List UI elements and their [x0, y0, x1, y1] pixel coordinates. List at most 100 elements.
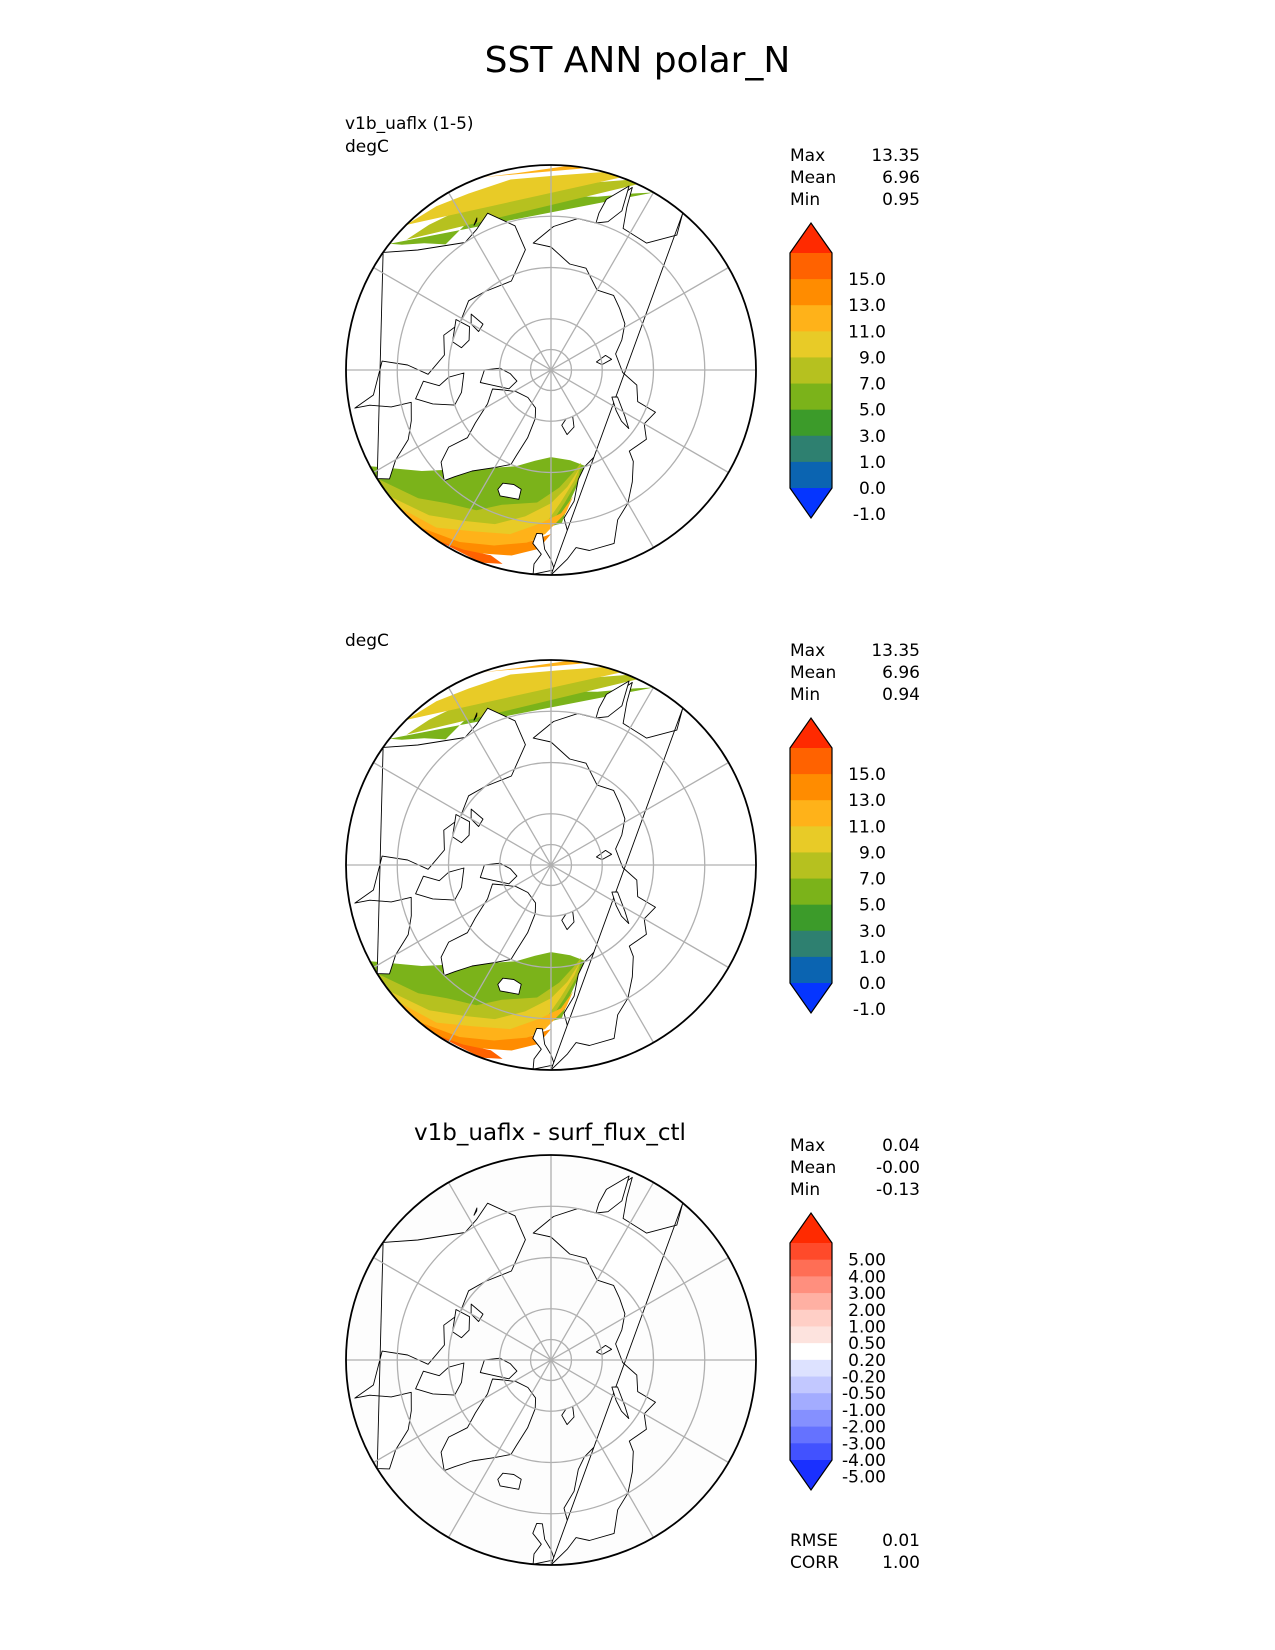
sst-contour-region: [436, 540, 503, 564]
colorbar-bin: [790, 1259, 832, 1277]
colorbar-bin: [790, 1293, 832, 1311]
colorbar-tick-label: 13.0: [848, 296, 886, 316]
colorbar-bin: [790, 930, 832, 958]
panel2-colorbar: 15.0 13.0 11.0 9.0 7.0 5.0 3.0 1.0 0.0 -1.0: [789, 716, 886, 1020]
colorbar-extend-top: [790, 1213, 832, 1243]
colorbar-tick-label: 4.00: [848, 1267, 886, 1287]
panel3-min: -0.13: [876, 1180, 920, 1200]
colorbar-bin: [790, 409, 832, 437]
colorbar-bin: [790, 1243, 832, 1261]
colorbar-bin: [790, 904, 832, 932]
colorbar-bin: [790, 956, 832, 984]
colorbar-bin: [790, 800, 832, 827]
panel2-stats: Max 13.35 Mean 6.96 Min 0.94: [790, 641, 920, 705]
colorbar-tick-label: 13.0: [848, 791, 886, 811]
panel2-map: [345, 659, 757, 1071]
colorbar-tick-label: 9.0: [859, 843, 886, 863]
colorbar-tick-label: -4.00: [842, 1451, 886, 1471]
coastline-novaya: [611, 891, 630, 925]
colorbar-tick-label: 1.0: [859, 453, 886, 473]
colorbar-tick-label: 0.0: [859, 974, 886, 994]
sst-contour-region: [389, 192, 654, 245]
map-boundary: [345, 1154, 757, 1566]
colorbar-tick-label: 3.0: [859, 427, 886, 447]
map-boundary: [345, 164, 757, 576]
panel2-min: 0.94: [882, 685, 920, 705]
colorbar-bin: [790, 331, 832, 358]
colorbar-tick-label: -2.00: [842, 1418, 886, 1438]
coastline-iceland: [497, 1472, 522, 1490]
colorbar-bin: [790, 1359, 832, 1378]
coastline-severnaya: [595, 354, 613, 366]
longitude-gridline: [447, 687, 655, 1043]
colorbar-tick-label: -1.00: [842, 1401, 886, 1421]
panel1-stats: Max 13.35 Mean 6.96 Min 0.95: [790, 146, 920, 210]
coastline-britain: [532, 1027, 555, 1070]
colorbar-bin: [790, 1393, 832, 1411]
coastline-britain: [532, 532, 555, 575]
sst-contour-region: [398, 991, 574, 1044]
coastline-alaskaIslands: [473, 1207, 478, 1216]
colorbar-tick-label: 3.0: [859, 922, 886, 942]
coastline-northAmerica: [354, 212, 526, 480]
sst-contour-region: [389, 963, 580, 1034]
sst-contour-region: [419, 527, 551, 556]
coastline-banks: [470, 313, 484, 332]
panel1-map: [345, 164, 757, 576]
longitude-gridline: [447, 192, 655, 548]
colorbar-tick-label: -0.50: [842, 1384, 886, 1404]
coastline-novaya: [611, 396, 630, 430]
colorbar-tick-label: 7.0: [859, 870, 886, 890]
panel1-colorbar: 15.0 13.0 11.0 9.0 7.0 5.0 3.0 1.0 0.0 -1.0: [789, 221, 886, 525]
sst-contour-region: [480, 165, 587, 178]
colorbar-tick-label: 9.0: [859, 348, 886, 368]
colorbar-tick-label: 11.0: [848, 817, 886, 837]
coastline-banks: [470, 808, 484, 827]
colorbar-bin: [790, 1326, 832, 1344]
panel1-max: 13.35: [871, 146, 920, 166]
colorbar-bin: [790, 852, 832, 880]
colorbar-tick-label: -1.0: [853, 505, 886, 525]
panel1-subtitle: v1b_uaflx (1-5): [345, 114, 474, 134]
colorbar-extend-bottom: [790, 488, 832, 518]
colorbar-tick-label: 1.00: [848, 1317, 886, 1337]
colorbar-bin: [790, 461, 832, 489]
colorbar-bin: [790, 1309, 832, 1327]
sst-contour-region: [419, 1022, 551, 1051]
colorbar-tick-label: 2.00: [848, 1301, 886, 1321]
sst-contour-region: [480, 660, 587, 673]
colorbar-tick-label: 0.20: [848, 1351, 886, 1371]
panel3-title: v1b_uaflx - surf_flux_ctl: [414, 1120, 686, 1146]
panel3-rmse: 0.01: [882, 1531, 920, 1551]
panel2-mean: 6.96: [882, 663, 920, 683]
colorbar-bin: [790, 1443, 832, 1461]
colorbar-bin: [790, 383, 832, 411]
colorbar-tick-label: 5.0: [859, 401, 886, 421]
colorbar-extend-top: [790, 223, 832, 253]
colorbar-tick-label: 11.0: [848, 322, 886, 342]
panel1-min: 0.95: [882, 190, 920, 210]
panel3-map: [345, 1154, 757, 1566]
colorbar-bin: [790, 748, 832, 775]
sst-contour-region: [389, 687, 654, 740]
colorbar-tick-label: 5.0: [859, 896, 886, 916]
colorbar-tick-label: 7.0: [859, 375, 886, 395]
coastline-iceland: [497, 977, 522, 995]
colorbar-bin: [790, 1276, 832, 1294]
sst-contour-region: [389, 468, 580, 539]
sst-contour-region: [389, 674, 638, 739]
colorbar-tick-label: -0.20: [842, 1368, 886, 1388]
figure-title: SST ANN polar_N: [484, 40, 791, 81]
sst-contour-region: [389, 179, 638, 244]
map-boundary: [345, 659, 757, 1071]
colorbar-bin: [790, 1343, 832, 1361]
sst-contour-region: [436, 1035, 503, 1059]
coastline-northAmerica: [354, 707, 526, 975]
colorbar-extend-bottom: [790, 1460, 832, 1490]
colorbar-bin: [790, 826, 832, 853]
panel3-max: 0.04: [882, 1136, 920, 1156]
panel3-corr: 1.00: [882, 1553, 920, 1573]
colorbar-bin: [790, 1376, 832, 1394]
colorbar-bin: [790, 435, 832, 463]
